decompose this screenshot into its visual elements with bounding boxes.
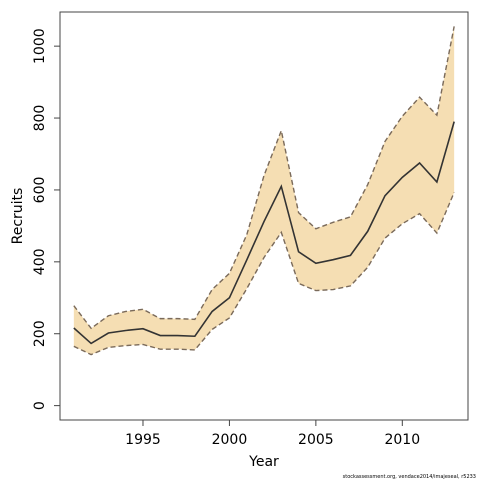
y-tick-label: 1000 (32, 28, 48, 64)
x-tick-label: 2000 (212, 432, 248, 448)
plot-frame (59, 11, 469, 421)
x-tick-label: 2010 (384, 432, 420, 448)
x-tick-label: 2005 (298, 432, 334, 448)
y-tick-label: 800 (32, 105, 48, 132)
y-axis-title: Recruits (10, 188, 26, 245)
y-tick-label: 400 (32, 248, 48, 275)
y-tick-label: 200 (32, 320, 48, 347)
y-tick-label: 0 (32, 401, 48, 410)
upper-bound-line (73, 26, 455, 330)
footnote: stockassessment.org, vendace2014/imajese… (343, 474, 476, 480)
x-axis: 1995 2000 2005 2010 (125, 420, 420, 448)
y-axis: 0 200 400 600 800 1000 (32, 28, 60, 410)
y-tick-label: 600 (32, 177, 48, 204)
confidence-band (73, 26, 455, 355)
x-axis-title: Year (248, 454, 279, 470)
x-tick-label: 1995 (125, 432, 161, 448)
estimate-line (73, 121, 455, 345)
lower-bound-line (73, 192, 455, 356)
